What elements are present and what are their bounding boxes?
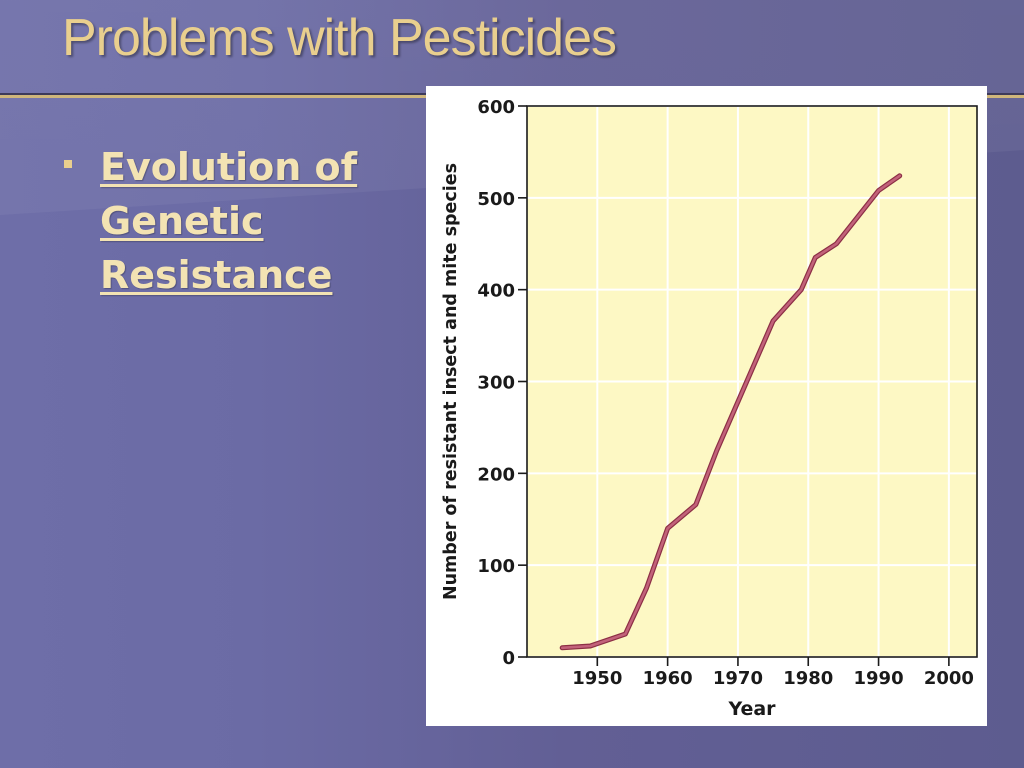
series-line [560, 174, 902, 650]
y-tick-label: 600 [477, 97, 515, 118]
y-tick-label: 0 [502, 648, 515, 669]
resistance-line-chart: 0 100 200 300 400 500 600 1950 1960 1970 1980 1990 2… [441, 97, 978, 720]
x-tick-label: 1950 [572, 668, 622, 689]
y-tick-label: 500 [477, 189, 515, 210]
y-tick-label: 300 [477, 373, 515, 394]
bullet-line-3: Resistance [100, 253, 333, 297]
x-tick-label: 2000 [924, 668, 974, 689]
x-tick-label: 1990 [854, 668, 904, 689]
bullet-line-1: Evolution of [100, 145, 358, 189]
y-axis-label: Number of resistant insect and mite spec… [441, 163, 461, 600]
x-tick-label: 1980 [783, 668, 833, 689]
x-tick-label: 1960 [643, 668, 693, 689]
y-tick-label: 400 [477, 281, 515, 302]
bullet-text[interactable]: Evolution of Genetic Resistance [100, 140, 357, 302]
bullet-line-2: Genetic [100, 199, 264, 243]
slide-title: Problems with Pesticides [62, 9, 617, 67]
bullet-square-icon [64, 160, 72, 168]
x-axis-label: Year [727, 698, 776, 720]
y-tick-label: 100 [477, 556, 515, 577]
x-tick-label: 1970 [713, 668, 763, 689]
chart-panel: 0 100 200 300 400 500 600 1950 1960 1970 1980 1990 2… [426, 86, 987, 726]
y-tick-label: 200 [477, 464, 515, 485]
